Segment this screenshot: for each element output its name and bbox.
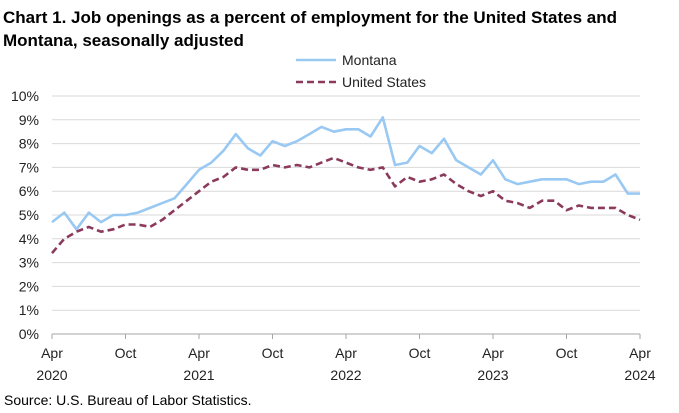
x-tick-label-year: 2023 xyxy=(477,367,508,383)
series-line-montana xyxy=(51,116,640,231)
y-axis-tick-labels: 0% 1% 2% 3% 4% 5% 6% 7% 8% 9% 10% xyxy=(11,88,39,342)
y-tick-label: 4% xyxy=(19,231,39,247)
source-note: Source: U.S. Bureau of Labor Statistics. xyxy=(4,392,252,408)
x-tick-label-month: Apr xyxy=(629,345,651,361)
y-tick-label: 9% xyxy=(19,112,39,128)
y-tick-label: 7% xyxy=(19,159,39,175)
y-tick-label: 5% xyxy=(19,207,39,223)
chart-title: Chart 1. Job openings as a percent of em… xyxy=(3,8,617,50)
y-tick-label: 2% xyxy=(19,278,39,294)
x-tick-label-month: Apr xyxy=(188,345,210,361)
gridlines xyxy=(52,95,640,335)
y-tick-label: 1% xyxy=(19,302,39,318)
series-lines xyxy=(51,116,641,254)
x-tick-label-month: Oct xyxy=(409,345,431,361)
y-tick-label: 10% xyxy=(11,88,39,104)
x-tick-label-year: 2024 xyxy=(624,367,655,383)
x-tick-label-month: Apr xyxy=(335,345,357,361)
y-tick-label: 8% xyxy=(19,136,39,152)
x-tick-label-month: Apr xyxy=(482,345,504,361)
x-tick-label-year: 2022 xyxy=(330,367,361,383)
x-tick-label-month: Oct xyxy=(262,345,284,361)
x-tick-label-month: Oct xyxy=(115,345,137,361)
series-line-united-states xyxy=(51,156,641,254)
legend-label: United States xyxy=(342,74,426,90)
x-tick-label-year: 2021 xyxy=(183,367,214,383)
y-tick-label: 6% xyxy=(19,183,39,199)
legend: Montana United States xyxy=(296,52,426,90)
x-axis-tick-labels: Apr 2020 Oct Apr 2021 Oct Apr 2022 Oct Apr 2023 Oct… xyxy=(36,334,656,383)
x-tick-label-year: 2020 xyxy=(36,367,67,383)
x-tick-label-month: Oct xyxy=(556,345,578,361)
legend-label: Montana xyxy=(342,52,397,68)
y-tick-label: 0% xyxy=(19,326,39,342)
x-tick-label-month: Apr xyxy=(41,345,63,361)
y-tick-label: 3% xyxy=(19,255,39,271)
